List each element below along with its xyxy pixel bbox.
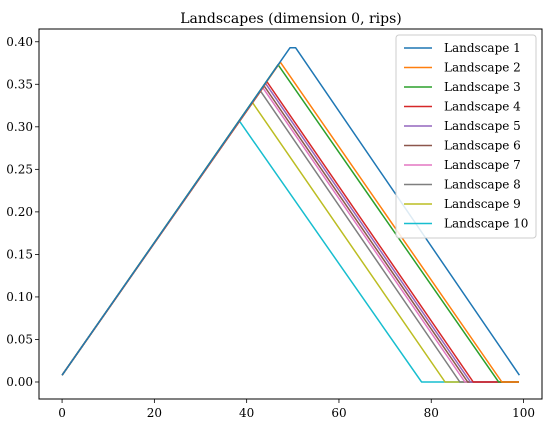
legend-box — [395, 34, 537, 239]
legend-label-4: Landscape 4 — [444, 100, 521, 114]
y-tick-label: 0.30 — [6, 120, 33, 134]
y-tick-label: 0.35 — [6, 77, 33, 91]
x-tick-label: 20 — [147, 406, 162, 420]
chart-title: Landscapes (dimension 0, rips) — [180, 11, 402, 27]
x-tick-label: 60 — [331, 406, 346, 420]
legend-label-3: Landscape 3 — [444, 80, 521, 94]
x-axis: 0 20 40 60 80 100 — [58, 399, 535, 420]
y-tick-label: 0.05 — [6, 332, 33, 346]
x-tick-label: 100 — [512, 406, 535, 420]
legend: Landscape 1 Landscape 2 Landscape 3 Landsca… — [395, 34, 537, 239]
legend-label-7: Landscape 7 — [444, 158, 521, 172]
legend-label-8: Landscape 8 — [444, 178, 521, 192]
y-tick-label: 0.20 — [6, 205, 33, 219]
legend-label-6: Landscape 6 — [444, 139, 521, 153]
legend-label-10: Landscape 10 — [444, 217, 528, 231]
x-tick-label: 40 — [239, 406, 254, 420]
y-tick-label: 0.40 — [6, 35, 33, 49]
x-tick-label: 0 — [58, 406, 66, 420]
y-axis: 0.00 0.05 0.10 0.15 0.20 0.25 0.30 0.35 0.40 — [6, 35, 39, 389]
y-tick-label: 0.10 — [6, 290, 33, 304]
legend-label-1: Landscape 1 — [444, 41, 521, 55]
y-tick-label: 0.25 — [6, 162, 33, 176]
y-tick-label: 0.00 — [6, 375, 33, 389]
plot-frame — [38, 28, 543, 400]
x-tick-label: 80 — [424, 406, 439, 420]
legend-label-5: Landscape 5 — [444, 119, 521, 133]
legend-label-9: Landscape 9 — [444, 197, 521, 211]
legend-label-2: Landscape 2 — [444, 61, 521, 75]
y-tick-label: 0.15 — [6, 247, 33, 261]
